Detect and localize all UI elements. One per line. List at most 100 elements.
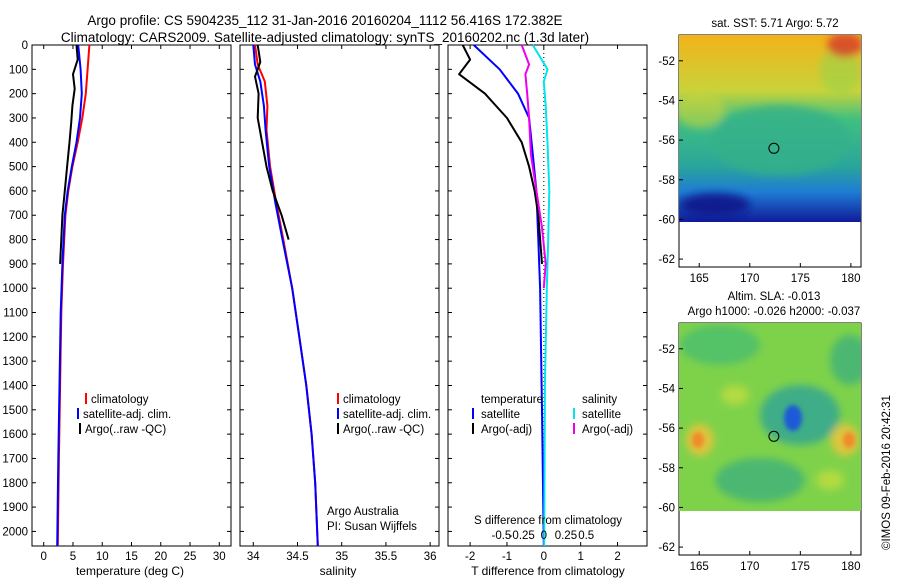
map-y-tick-label: -52 [658, 56, 675, 68]
map-x-tick-label: 175 [791, 561, 810, 573]
series-line-salinity-satellite [531, 44, 551, 547]
temperature-x-label: temperature (deg C) [76, 564, 184, 578]
annotation-argo-australia: Argo Australia [327, 506, 399, 518]
salinity-panel: 34 34.5 35 35.5 36 salinity climatology sate… [239, 44, 440, 578]
x-tick-label: 36 [424, 551, 437, 563]
x-tick-label: -1 [502, 551, 512, 563]
y-tick-label: 200 [9, 89, 28, 101]
legend-swatch-satellite [337, 408, 339, 419]
temperature-x-axis: 0 5 10 15 20 25 30 [41, 45, 226, 563]
map-y-tick-label: -62 [658, 542, 675, 554]
legend-swatch-t-argo [472, 423, 474, 434]
y-tick-label: 700 [9, 210, 28, 222]
salinity-series [252, 44, 319, 547]
temperature-legend: climatology satellite-adj. clim. Argo(..… [77, 393, 171, 436]
difference-panel: -2 -1 0 1 2 S difference from climatology -0… [447, 44, 648, 578]
x-tick-label: 34 [247, 551, 260, 563]
sla-field [679, 323, 861, 511]
s-tick-label: 0.25 [555, 530, 577, 542]
legend-label-argo: Argo(..raw -QC) [85, 424, 166, 436]
legend-label-satellite: satellite-adj. clim. [343, 409, 431, 421]
map-x-tick-label: 175 [791, 273, 810, 285]
temperature-y-axis: 0 100 200 300 400 500 600 700 800 900 1000 1100 1200… [2, 40, 231, 538]
x-tick-label: 2 [614, 551, 620, 563]
legend-label-s-argo: Argo(-adj) [582, 424, 633, 436]
legend-swatch-argo [79, 423, 81, 434]
legend-swatch-climatology [85, 393, 87, 404]
y-tick-label: 1700 [2, 453, 28, 465]
t-difference-label: T difference from climatology [471, 564, 625, 578]
legend-swatch-climatology [337, 393, 339, 404]
y-tick-label: 1800 [2, 478, 28, 490]
argo-position-marker [768, 142, 780, 154]
y-tick-label: 100 [9, 64, 28, 76]
temperature-frame [31, 44, 232, 547]
x-tick-label: 0 [41, 551, 47, 563]
x-tick-label: 30 [213, 551, 226, 563]
legend-label-t-argo: Argo(-adj) [481, 424, 532, 436]
temperature-series [56, 44, 91, 547]
map-y-tick-label: -58 [658, 463, 675, 475]
sla-map-x-axis: 165 170 175 180 [690, 551, 860, 573]
map-y-tick-label: -60 [658, 214, 675, 226]
s-tick-label: -0.25 [509, 530, 535, 542]
legend-title-temperature: temperature [481, 394, 543, 406]
sla-map-panel: Altim. SLA: -0.013 Argo h1000: -0.026 h2… [658, 291, 862, 573]
legend-swatch-s-satellite [573, 408, 575, 419]
series-line-satellite-adj-clim- [252, 44, 319, 547]
y-tick-label: 1500 [2, 405, 28, 417]
sla-map-subtitle: Argo h1000: -0.026 h2000: -0.037 [688, 306, 861, 318]
difference-x-axis: -2 -1 0 1 2 [465, 45, 621, 563]
difference-series [458, 44, 551, 547]
s-difference-tick-labels: -0.5-0.25 0 0.25 0.5 [492, 530, 595, 542]
x-tick-label: 35 [335, 551, 348, 563]
sla-map-y-axis: -52 -54 -56 -58 -60 -62 [658, 344, 683, 554]
map-y-tick-label: -58 [658, 175, 675, 187]
y-tick-label: 1300 [2, 356, 28, 368]
salinity-legend: climatology satellite-adj. clim. Argo(..… [337, 393, 431, 436]
imos-credit: ©IMOS 09-Feb-2016 20:42:31 [881, 395, 893, 550]
y-tick-label: 300 [9, 113, 28, 125]
y-tick-label: 2000 [2, 526, 28, 538]
map-x-tick-label: 165 [690, 273, 709, 285]
sst-map-title: sat. SST: 5.71 Argo: 5.72 [711, 18, 838, 30]
legend-label-argo: Argo(..raw -QC) [343, 424, 424, 436]
series-line-argo-raw-qc- [254, 44, 290, 240]
x-tick-label: -2 [465, 551, 475, 563]
x-tick-label: 0 [541, 551, 547, 563]
s-tick-label: 0.5 [578, 530, 594, 542]
x-tick-label: 10 [96, 551, 109, 563]
y-tick-label: 1900 [2, 502, 28, 514]
difference-y-ticks [448, 44, 647, 532]
map-y-tick-label: -60 [658, 502, 675, 514]
y-tick-label: 1100 [3, 308, 28, 320]
series-line-argo-raw-qc- [59, 44, 79, 264]
annotation-pi-name: PI: Susan Wijffels [327, 521, 417, 533]
salinity-x-label: salinity [320, 564, 357, 578]
x-tick-label: 20 [154, 551, 167, 563]
y-tick-label: 0 [22, 40, 28, 52]
y-tick-label: 1200 [2, 332, 28, 344]
map-y-tick-label: -62 [658, 254, 675, 266]
legend-swatch-satellite [77, 408, 79, 419]
map-y-tick-label: -56 [658, 423, 675, 435]
series-line-satellite-adj-clim- [56, 44, 83, 547]
legend-title-salinity: salinity [582, 394, 617, 406]
sst-field [679, 35, 861, 222]
legend-label-t-satellite: satellite [481, 409, 520, 421]
legend-swatch-t-satellite [472, 408, 474, 419]
map-x-tick-label: 170 [740, 273, 759, 285]
figure-title-line-1: Argo profile: CS 5904235_112 31-Jan-2016… [87, 13, 563, 28]
legend-label-s-satellite: satellite [582, 409, 621, 421]
y-tick-label: 900 [9, 259, 28, 271]
series-line-salinity-argo-adj- [520, 44, 547, 289]
sst-map-panel: sat. SST: 5.71 Argo: 5.72 165 170 175 180 -… [658, 18, 862, 285]
x-tick-label: 35.5 [375, 551, 397, 563]
x-tick-label: 15 [125, 551, 138, 563]
x-tick-label: 25 [184, 551, 197, 563]
legend-label-climatology: climatology [343, 394, 401, 406]
map-y-tick-label: -56 [658, 135, 675, 147]
map-x-tick-label: 180 [841, 273, 860, 285]
argo-position-marker [768, 430, 780, 442]
